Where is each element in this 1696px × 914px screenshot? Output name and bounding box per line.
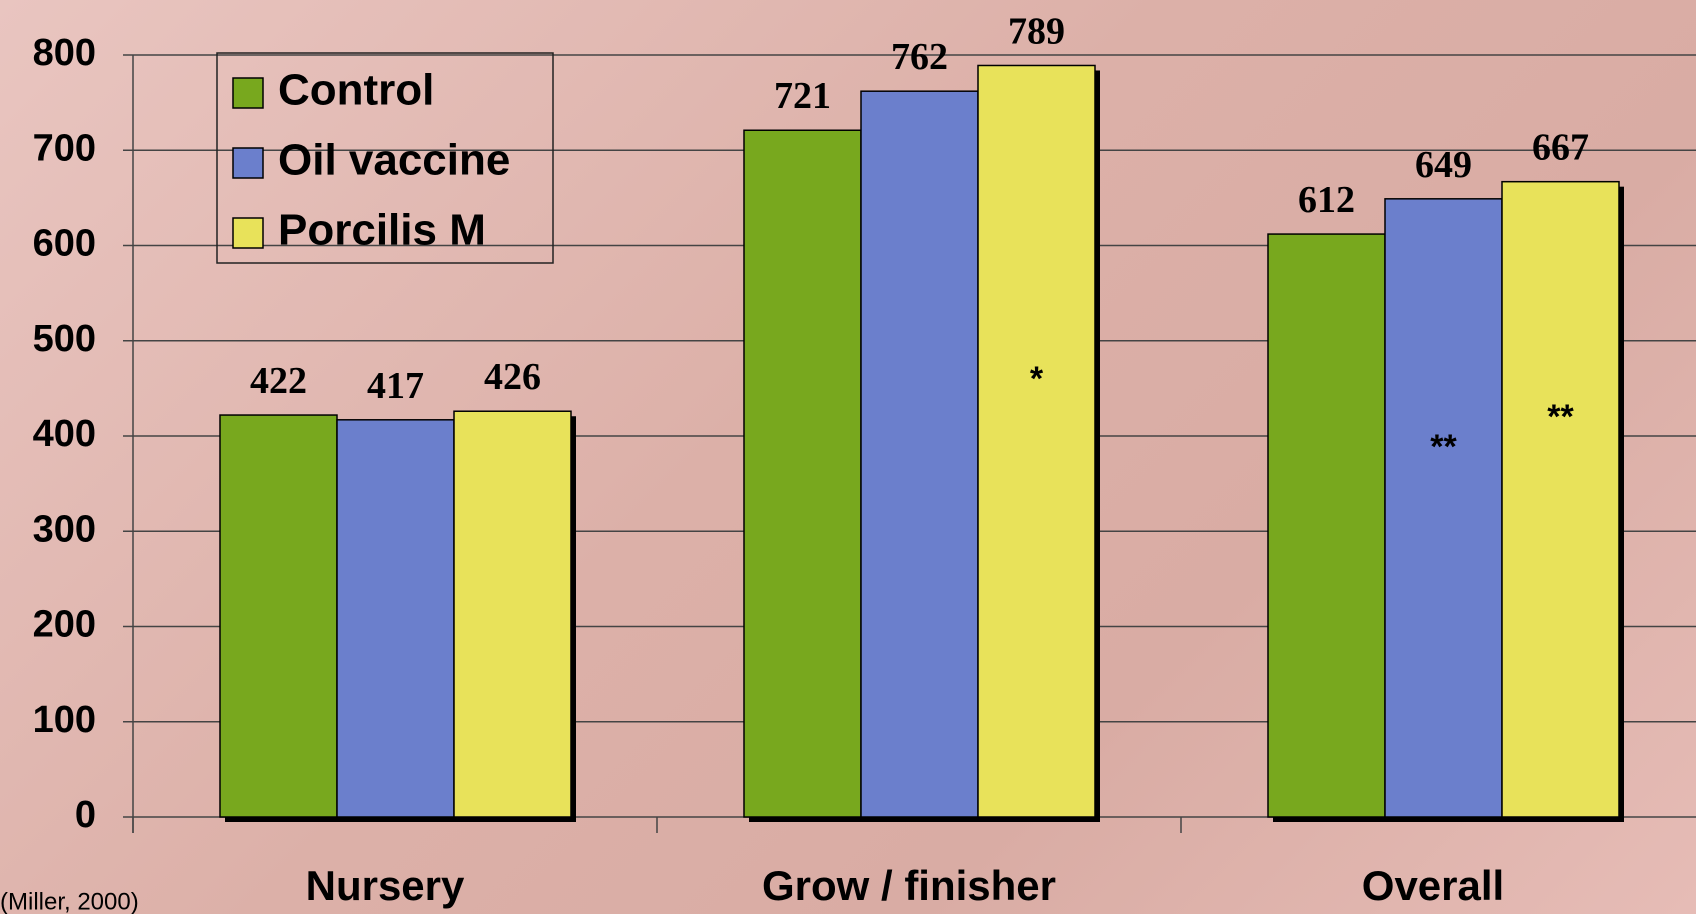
legend-label: Porcilis M bbox=[278, 206, 486, 255]
bar bbox=[744, 130, 861, 817]
legend-swatch bbox=[233, 148, 263, 178]
y-tick-label: 400 bbox=[33, 413, 96, 455]
bar bbox=[220, 415, 337, 817]
value-label: 426 bbox=[484, 356, 541, 398]
legend-swatch bbox=[233, 218, 263, 248]
x-tick-label: Overall bbox=[1362, 862, 1504, 909]
bar bbox=[454, 411, 571, 817]
y-tick-label: 700 bbox=[33, 127, 96, 169]
y-tick-label: 500 bbox=[33, 318, 96, 360]
annotation: * bbox=[1030, 360, 1044, 398]
value-label: 762 bbox=[891, 36, 948, 78]
legend-swatch bbox=[233, 78, 263, 108]
legend-label: Oil vaccine bbox=[278, 136, 510, 185]
annotation: ** bbox=[1430, 428, 1457, 466]
y-tick-label: 200 bbox=[33, 604, 96, 646]
y-tick-label: 100 bbox=[33, 699, 96, 741]
legend-label: Control bbox=[278, 66, 434, 115]
bar bbox=[1268, 234, 1385, 817]
value-label: 422 bbox=[250, 360, 307, 402]
bar bbox=[861, 91, 978, 817]
chart: (Miller, 2000) 0 100 200 300 400 500 600 700 800… bbox=[0, 0, 1696, 914]
y-tick-label: 300 bbox=[33, 508, 96, 550]
value-label: 417 bbox=[367, 365, 424, 407]
source: (Miller, 2000) bbox=[0, 888, 139, 914]
x-tick-label: Nursery bbox=[306, 862, 465, 909]
bar bbox=[978, 65, 1095, 817]
value-label: 649 bbox=[1415, 144, 1472, 186]
bar bbox=[1385, 199, 1502, 817]
bar bbox=[337, 420, 454, 817]
y-tick-label: 600 bbox=[33, 223, 96, 265]
value-label: 721 bbox=[774, 75, 831, 117]
value-label: 789 bbox=[1008, 10, 1065, 52]
annotation: ** bbox=[1547, 398, 1574, 436]
bar bbox=[1502, 182, 1619, 817]
y-tick-label: 0 bbox=[75, 794, 96, 836]
value-label: 667 bbox=[1532, 127, 1589, 169]
y-tick-label: 800 bbox=[33, 32, 96, 74]
value-label: 612 bbox=[1298, 179, 1355, 221]
x-tick-label: Grow / finisher bbox=[762, 862, 1056, 909]
